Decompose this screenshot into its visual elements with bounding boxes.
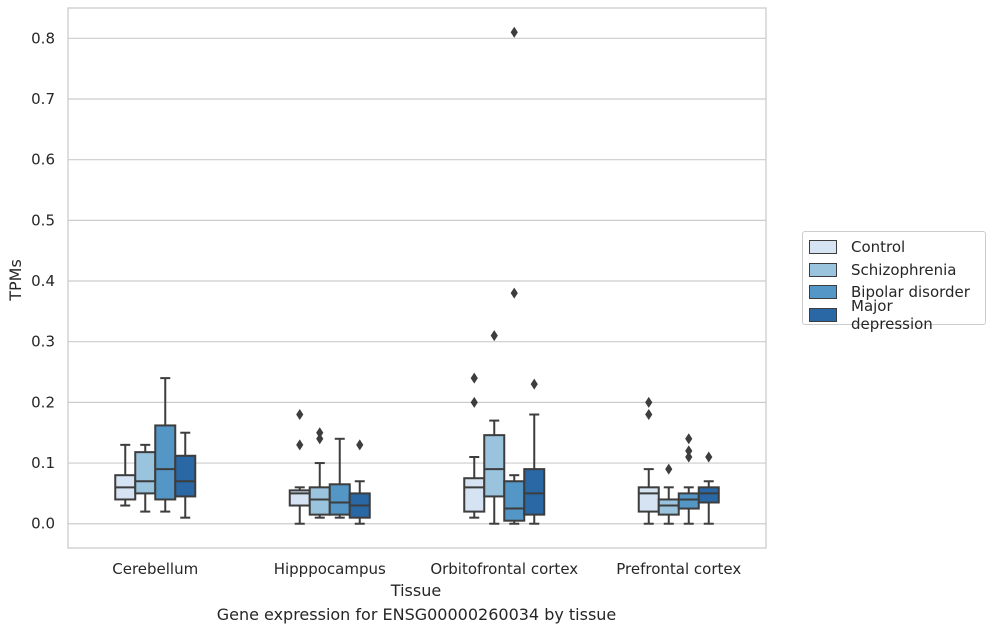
box-body — [697, 486, 720, 504]
box-body — [503, 480, 526, 522]
y-tick-label: 0.8 — [31, 29, 55, 47]
box-body — [483, 434, 506, 498]
box-body — [463, 477, 486, 513]
outlier-point — [316, 427, 324, 439]
legend: Control Schizophrenia Bipolar disorder M… — [802, 231, 986, 333]
box-body — [523, 468, 546, 516]
outlier-point — [316, 433, 324, 445]
legend-item-bipolar-disorder: Bipolar disorder — [809, 281, 979, 304]
box-body — [637, 486, 660, 513]
legend-label-major-depression: Major depression — [851, 296, 933, 333]
outlier-point — [685, 445, 693, 457]
outlier-point — [510, 26, 518, 38]
y-tick-label: 0.2 — [31, 393, 55, 411]
outlier-point — [665, 463, 673, 475]
outlier-point — [510, 287, 518, 299]
figure-caption: Gene expression for ENSG00000260034 by t… — [216, 605, 617, 624]
outlier-point — [645, 409, 653, 421]
outlier-point — [685, 433, 693, 445]
box-body — [677, 492, 700, 510]
y-tick-label: 0.5 — [31, 211, 55, 229]
y-axis-ticks: 0.0 0.1 0.2 0.3 0.4 0.5 0.6 0.7 0.8 — [31, 29, 55, 532]
y-tick-label: 0.7 — [31, 90, 55, 108]
box-body — [657, 498, 680, 516]
x-tick-label: Hipppocampus — [274, 560, 386, 578]
legend-swatch-bipolar-disorder — [809, 285, 837, 300]
box-series — [114, 26, 720, 525]
x-tick-label: Orbitofrontal cortex — [430, 560, 578, 578]
series-schizophrenia — [134, 330, 680, 525]
legend-swatch-schizophrenia — [809, 262, 837, 277]
x-axis-label: Tissue — [390, 581, 441, 600]
box-body — [328, 483, 351, 516]
legend-swatch-major-depression — [809, 307, 837, 322]
y-tick-label: 0.6 — [31, 151, 55, 169]
outlier-point — [685, 451, 693, 463]
series-major-depression — [174, 378, 720, 525]
outlier-point — [645, 396, 653, 408]
box-body — [308, 486, 331, 516]
x-tick-label: Cerebellum — [112, 560, 198, 578]
outlier-point — [470, 372, 478, 384]
outlier-point — [705, 451, 713, 463]
y-tick-label: 0.4 — [31, 272, 55, 290]
legend-item-schizophrenia: Schizophrenia — [809, 259, 979, 282]
legend-item-major-depression: Major depression — [809, 297, 979, 333]
x-axis-ticks: Cerebellum Hipppocampus Orbitofrontal cort… — [112, 560, 741, 578]
outlier-point — [296, 439, 304, 451]
box-body — [134, 451, 157, 495]
outlier-point — [490, 330, 498, 342]
legend-item-control: Control — [809, 236, 979, 259]
y-axis-label: TPMs — [6, 259, 25, 302]
box-body — [174, 454, 197, 498]
outlier-point — [356, 439, 364, 451]
legend-label-schizophrenia: Schizophrenia — [851, 260, 957, 279]
legend-label-control: Control — [851, 238, 906, 257]
outlier-point — [296, 409, 304, 421]
y-tick-label: 0.3 — [31, 333, 55, 351]
legend-swatch-control — [809, 240, 837, 255]
y-tick-label: 0.0 — [31, 515, 55, 533]
outlier-point — [470, 396, 478, 408]
series-control — [114, 372, 660, 525]
box-body — [154, 424, 177, 501]
legend-label-bipolar-disorder: Bipolar disorder — [851, 283, 970, 302]
y-tick-label: 0.1 — [31, 454, 55, 472]
x-tick-label: Prefrontal cortex — [616, 560, 741, 578]
outlier-point — [530, 378, 538, 390]
